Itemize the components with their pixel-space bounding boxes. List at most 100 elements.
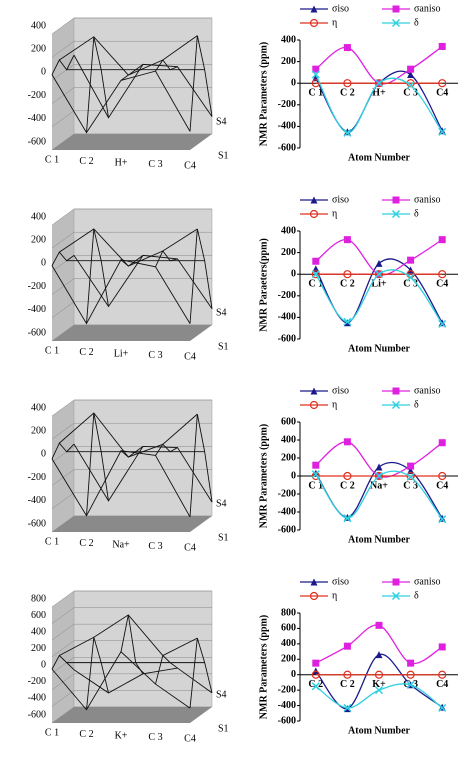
marker: [406, 680, 415, 689]
grid-line: [51, 231, 212, 249]
marker: [312, 659, 320, 667]
grid-line: [51, 208, 212, 226]
x-tick-label: C 2: [79, 156, 93, 167]
x-tick-label: C4: [184, 160, 196, 171]
grid-line: [51, 706, 212, 724]
x-axis-label: Atom Number: [348, 152, 410, 163]
marker: [407, 462, 415, 470]
x-tick-label: C4: [184, 733, 196, 744]
y-tick-label: -200: [28, 90, 46, 101]
marker: [438, 439, 446, 447]
series-line: [315, 258, 443, 324]
marker: [311, 682, 320, 691]
marker: [406, 471, 415, 481]
legend-label: σaniso: [414, 385, 441, 396]
x-axis-label: Atom Number: [348, 725, 410, 736]
y-tick-label: 800: [281, 607, 296, 618]
y-tick-label: 200: [31, 43, 46, 54]
x-tick-label: C 3: [403, 480, 418, 491]
marker: [406, 472, 415, 481]
grid-line: [51, 492, 212, 510]
grid-line: [51, 623, 212, 641]
x-tick-label: C 3: [403, 87, 418, 98]
legend-label: σiso: [332, 194, 349, 205]
x-tick-label: C4: [184, 351, 196, 362]
y-tick-label: -200: [278, 684, 296, 695]
y-tick-label: -400: [278, 700, 296, 711]
x-tick-label: C4: [436, 87, 448, 98]
y-tick-label: -200: [28, 472, 46, 483]
marker: [374, 79, 384, 88]
grid-line: [51, 469, 212, 486]
y-tick-label: -400: [28, 304, 46, 315]
legend-label: σiso: [332, 385, 349, 396]
y-tick-label: 400: [281, 638, 296, 649]
grid-line: [51, 399, 212, 417]
y-tick-label: -400: [278, 121, 296, 132]
wire-cross: [86, 228, 109, 324]
legend-label: η: [332, 17, 337, 28]
marker: [438, 270, 447, 279]
grid-line: [51, 657, 212, 674]
grid-line: [51, 40, 212, 58]
wire-cross: [51, 251, 75, 266]
grid-line: [51, 446, 212, 463]
legend-label: σaniso: [414, 194, 441, 205]
x-tick-label: C 1: [308, 278, 323, 289]
legend-marker: [310, 578, 318, 586]
x-tick-label: C 3: [403, 278, 418, 289]
y-tick-label: 200: [281, 452, 296, 463]
y-tick-label: 0: [41, 67, 46, 78]
marker: [438, 643, 446, 651]
y-tick-label: -600: [28, 518, 46, 529]
y-tick-label: 600: [281, 416, 296, 427]
marker: [406, 81, 415, 90]
x-tick-label: Li+: [114, 348, 129, 359]
y-tick-label: -200: [28, 676, 46, 687]
legend-marker: [392, 578, 400, 586]
y-tick-label: -600: [28, 136, 46, 147]
depth-label: S4: [216, 498, 227, 509]
grid-line: [51, 17, 212, 35]
grid-line: [51, 515, 212, 533]
side-wall: [52, 400, 74, 532]
marker: [343, 128, 351, 136]
depth-label: S1: [218, 150, 229, 161]
x-tick-label: C 3: [148, 732, 162, 743]
grid-line: [51, 422, 212, 440]
x-tick-label: H+: [372, 87, 386, 98]
legend-label: δ: [414, 17, 419, 28]
marker: [311, 270, 320, 279]
y-tick-label: -600: [278, 524, 296, 535]
wire-cross: [51, 54, 75, 75]
grid-line: [51, 690, 212, 707]
series-line: [315, 441, 443, 478]
legend-marker: [391, 18, 401, 28]
legend-label: η: [332, 208, 337, 219]
y-tick-label: -200: [278, 99, 296, 110]
marker: [312, 65, 320, 73]
marker: [374, 79, 384, 88]
legend-marker: [391, 591, 401, 601]
marker: [438, 670, 447, 679]
grid-line: [51, 607, 212, 624]
x-tick-label: C 1: [45, 727, 59, 738]
y-tick-label: 200: [31, 234, 46, 245]
wire-cross: [51, 654, 75, 671]
floor: [52, 707, 212, 723]
marker: [311, 670, 320, 679]
floor: [52, 516, 212, 532]
marker: [343, 319, 351, 327]
grid-line: [51, 133, 212, 151]
series-line: [315, 45, 443, 85]
y-tick-label: 400: [281, 34, 296, 45]
y-tick-label: -400: [28, 693, 46, 704]
marker: [438, 127, 447, 136]
x-tick-label: C 3: [148, 159, 162, 170]
wire-cross: [120, 255, 144, 267]
marker: [374, 670, 384, 679]
y-tick-label: 0: [291, 470, 296, 481]
marker: [343, 514, 352, 523]
legend-marker: [310, 387, 318, 395]
marker: [374, 270, 384, 279]
